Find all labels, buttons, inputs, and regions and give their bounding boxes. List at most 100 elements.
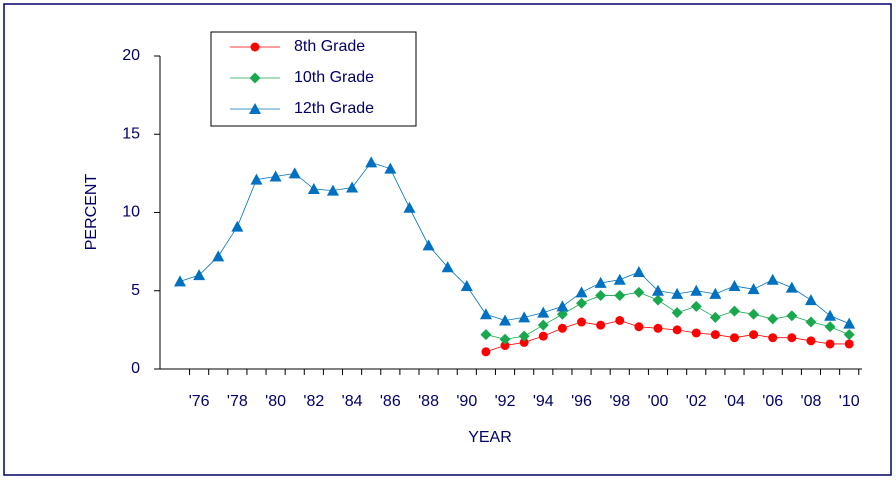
marker — [690, 284, 703, 296]
x-tick-label: '86 — [380, 393, 401, 410]
legend-label: 10th Grade — [294, 69, 374, 86]
y-axis-title: PERCENT — [83, 174, 100, 251]
legend-label: 12th Grade — [294, 100, 374, 117]
marker — [634, 322, 644, 332]
marker — [768, 333, 778, 343]
marker — [575, 286, 588, 298]
marker — [576, 297, 588, 309]
marker — [174, 275, 186, 287]
marker — [269, 170, 282, 182]
x-tick-label: '02 — [686, 393, 707, 410]
x-tick-label: '10 — [839, 393, 860, 410]
marker — [250, 173, 263, 185]
y-tick-label: 5 — [131, 282, 140, 299]
marker — [748, 308, 760, 320]
marker — [615, 315, 625, 325]
marker — [824, 309, 837, 321]
x-tick-label: '78 — [227, 393, 248, 410]
x-tick-label: '94 — [533, 393, 554, 410]
marker — [653, 323, 663, 333]
marker — [709, 287, 722, 299]
marker — [843, 317, 856, 329]
frame — [3, 3, 892, 476]
marker — [672, 325, 682, 335]
marker — [326, 184, 339, 196]
marker — [460, 280, 473, 292]
marker — [288, 167, 301, 179]
y-tick-label: 0 — [131, 360, 140, 377]
marker — [691, 328, 701, 338]
marker — [193, 269, 206, 281]
marker — [767, 313, 779, 325]
marker — [749, 330, 759, 340]
marker — [614, 289, 626, 301]
x-tick-label: '76 — [189, 393, 210, 410]
x-tick-label: '80 — [265, 393, 286, 410]
x-tick-label: '90 — [456, 393, 477, 410]
marker — [766, 273, 779, 285]
marker — [728, 305, 740, 317]
marker — [499, 314, 512, 326]
marker — [365, 156, 378, 168]
marker — [500, 341, 510, 351]
marker — [805, 316, 817, 328]
marker — [671, 307, 683, 319]
marker — [481, 347, 491, 357]
marker — [632, 265, 645, 277]
marker — [729, 333, 739, 343]
marker — [786, 310, 798, 322]
marker — [249, 103, 261, 114]
marker — [556, 308, 568, 320]
marker — [212, 250, 225, 262]
marker — [825, 339, 835, 349]
marker — [710, 330, 720, 340]
marker — [844, 339, 854, 349]
x-tick-label: '00 — [648, 393, 669, 410]
marker — [613, 273, 626, 285]
marker — [824, 321, 836, 333]
marker — [479, 308, 492, 320]
x-tick-label: '96 — [571, 393, 592, 410]
marker — [652, 284, 664, 296]
x-tick-label: '08 — [801, 393, 822, 410]
x-axis-title: YEAR — [468, 429, 512, 446]
marker — [499, 333, 511, 345]
marker — [537, 306, 550, 318]
marker — [595, 289, 607, 301]
legend-label: 8th Grade — [294, 38, 365, 55]
marker — [422, 239, 435, 251]
marker — [556, 300, 569, 312]
marker — [652, 294, 664, 306]
marker — [709, 311, 721, 323]
marker — [480, 329, 492, 341]
marker — [249, 72, 261, 84]
legend-box — [210, 31, 417, 127]
marker — [441, 261, 454, 273]
marker — [384, 162, 397, 174]
x-tick-label: '88 — [418, 393, 439, 410]
marker — [787, 333, 797, 343]
marker — [747, 283, 760, 295]
marker — [633, 286, 645, 298]
marker — [804, 294, 817, 306]
x-tick-label: '06 — [762, 393, 783, 410]
x-tick-label: '04 — [724, 393, 745, 410]
marker — [671, 287, 684, 299]
marker — [403, 201, 416, 213]
marker — [690, 300, 702, 312]
x-tick-label: '82 — [303, 393, 324, 410]
marker — [557, 323, 567, 333]
marker — [519, 337, 529, 347]
marker — [250, 42, 260, 52]
marker — [537, 319, 549, 331]
marker — [785, 281, 798, 293]
marker — [728, 280, 741, 292]
marker — [577, 317, 587, 327]
marker — [231, 220, 244, 232]
marker — [518, 311, 531, 323]
marker — [518, 330, 530, 342]
y-tick-label: 10 — [122, 204, 140, 221]
marker — [538, 331, 548, 341]
marker — [307, 183, 320, 195]
